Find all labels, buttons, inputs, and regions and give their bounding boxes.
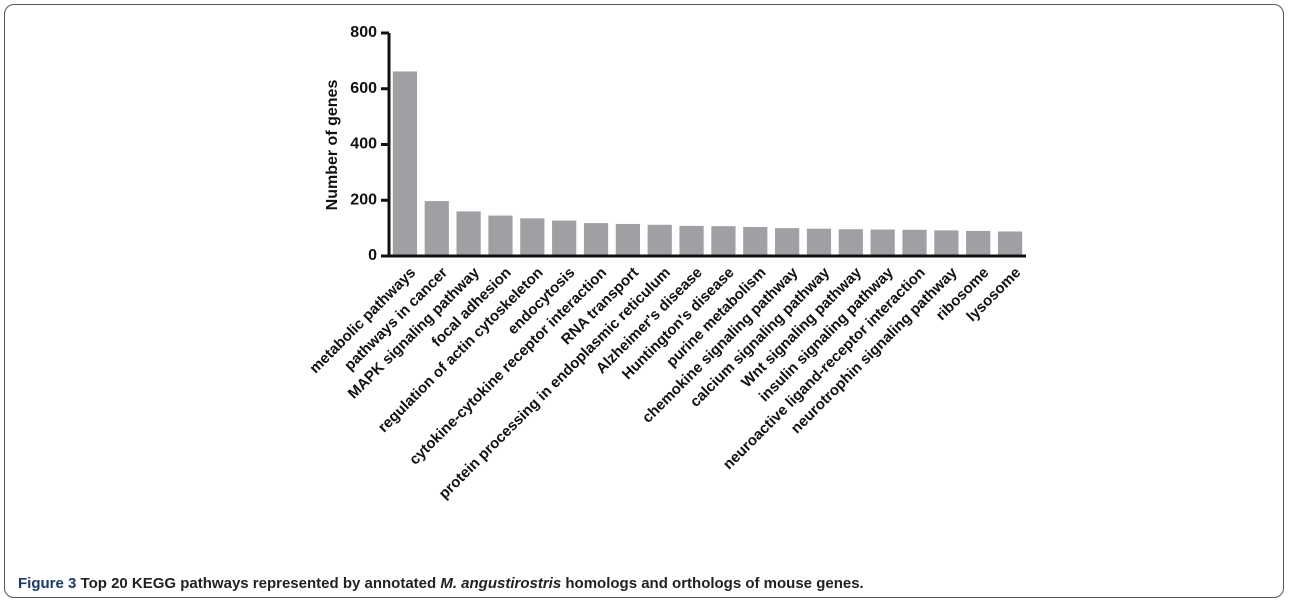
- bar: [838, 229, 863, 256]
- bar: [966, 230, 991, 256]
- y-tick-label: 200: [350, 191, 377, 208]
- caption-text: Top 20 KEGG pathways represented by anno…: [80, 575, 441, 592]
- bar: [806, 228, 832, 256]
- bar: [902, 229, 927, 256]
- bar: [775, 228, 800, 256]
- y-axis-label: Number of genes: [324, 80, 341, 211]
- bar: [392, 71, 418, 256]
- bar: [711, 226, 736, 256]
- y-tick-label: 800: [350, 24, 377, 41]
- bar: [679, 225, 704, 256]
- caption: Figure 3 Top 20 KEGG pathways represente…: [18, 575, 864, 592]
- x-tick-label: MAPK signaling pathway: [345, 264, 484, 403]
- bar: [456, 211, 481, 256]
- bar: [997, 231, 1023, 256]
- caption-species: M. angustirostris: [440, 575, 562, 592]
- bar: [743, 227, 768, 256]
- bar: [552, 220, 577, 256]
- caption-text: homologs and orthologs of mouse genes.: [561, 575, 864, 592]
- bar: [520, 218, 545, 256]
- bar: [647, 224, 672, 256]
- bar: [615, 223, 640, 256]
- bar: [870, 229, 895, 256]
- y-tick-label: 400: [350, 136, 377, 153]
- figure-frame: [4, 4, 1284, 598]
- bar: [583, 223, 609, 256]
- bar: [934, 230, 959, 256]
- y-tick-label: 600: [350, 80, 377, 97]
- caption-label: Figure 3: [18, 575, 77, 592]
- bar: [488, 215, 513, 256]
- y-tick-label: 0: [368, 247, 377, 264]
- bar: [424, 201, 449, 256]
